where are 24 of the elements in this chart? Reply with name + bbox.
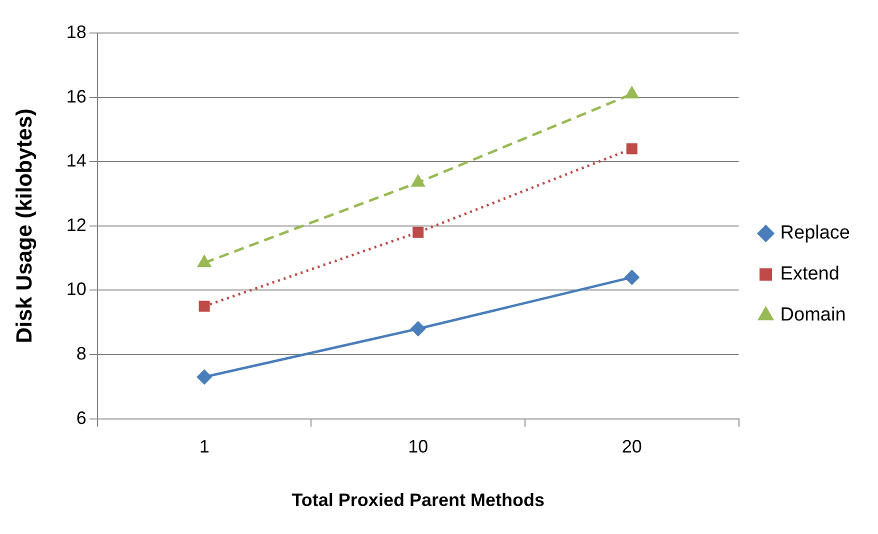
y-tick-label: 14: [66, 150, 86, 171]
y-tick-label: 16: [66, 86, 86, 106]
x-tick-label: 20: [622, 436, 642, 457]
point: [626, 143, 638, 154]
y-tick-label: 8: [76, 343, 86, 364]
point: [412, 226, 424, 238]
legend-label: Replace: [780, 222, 850, 244]
point: [198, 256, 211, 268]
x-tick-label: 10: [408, 436, 428, 457]
point: [198, 300, 210, 312]
legend-label: Domain: [780, 304, 846, 326]
y-axis-title: Disk Usage (kilobytes): [11, 108, 36, 344]
legend-label: Extend: [780, 264, 840, 285]
y-tick-label: 18: [66, 22, 86, 42]
point: [197, 370, 212, 384]
point: [412, 175, 425, 187]
point: [410, 322, 426, 336]
x-axis-title: Total Proxied Parent Methods: [292, 490, 544, 510]
point: [625, 86, 638, 98]
x-tick-label: 1: [199, 436, 210, 457]
point: [624, 270, 640, 285]
y-tick-label: 6: [76, 408, 86, 428]
y-tick-label: 12: [66, 214, 86, 235]
y-tick-label: 10: [66, 279, 86, 300]
